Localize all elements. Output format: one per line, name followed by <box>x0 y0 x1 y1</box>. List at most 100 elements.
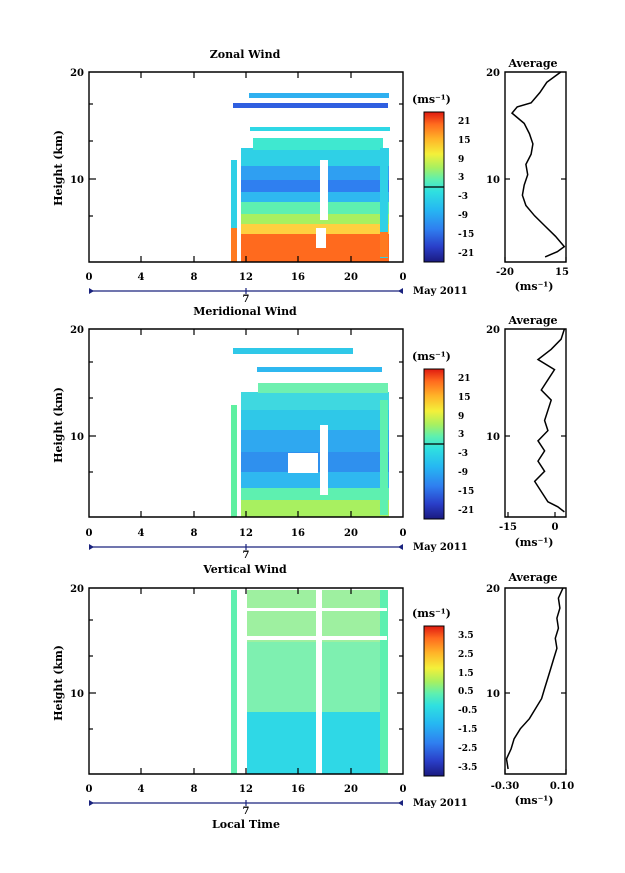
heatmap-meridional <box>231 348 392 517</box>
cbar-tick: -9 <box>458 211 468 221</box>
cbar-tick: -9 <box>458 468 468 478</box>
y-ticks <box>89 103 403 217</box>
x-tick-label: 8 <box>191 784 198 795</box>
x-tick-label: 20 <box>344 784 358 795</box>
cbar-tick: -2.5 <box>458 744 477 754</box>
x-tick-label: 16 <box>291 784 305 795</box>
cbar-tick: 21 <box>458 374 471 384</box>
cbar-tick: 15 <box>458 393 471 403</box>
profile-unit: (ms⁻¹) <box>515 794 554 807</box>
profile-x-tick: 0 <box>552 522 559 533</box>
x-ticks <box>140 72 352 262</box>
profile-y-tick: 20 <box>486 68 500 79</box>
x-tick-label: 16 <box>291 528 305 539</box>
cbar-tick: -1.5 <box>458 725 477 735</box>
profile-x-tick: 0.10 <box>550 781 574 792</box>
x-tick-label: 4 <box>138 784 145 795</box>
colorbar-unit: (ms⁻¹) <box>412 607 451 620</box>
average-profile: Average 10 20 -20 15 (ms⁻¹) <box>486 57 569 293</box>
x-tick-label: 12 <box>239 528 253 539</box>
profile-y-tick: 20 <box>486 325 500 336</box>
x-tick-label: 20 <box>344 528 358 539</box>
x-tick-label: 0 <box>86 784 93 795</box>
cbar-tick: -15 <box>458 487 474 497</box>
x-tick-label: 0 <box>86 528 93 539</box>
profile-y-tick: 10 <box>486 432 500 443</box>
cbar-tick: 3 <box>458 430 464 440</box>
profile-title: Average <box>507 571 557 584</box>
profile-x-tick: -20 <box>496 267 514 278</box>
cbar-tick: 1.5 <box>458 669 474 679</box>
heatmap-vertical <box>231 590 392 774</box>
y-tick-label: 20 <box>70 325 84 336</box>
x-tick-label: 8 <box>191 272 198 283</box>
colorbar: (ms⁻¹) 21 15 9 3 -3 -9 -15 -21 <box>412 350 474 520</box>
x-tick-label: 0 <box>400 272 407 283</box>
profile-title: Average <box>507 314 557 327</box>
y-axis-label: Height (km) <box>52 387 65 463</box>
day-label: 7 <box>243 294 250 305</box>
x-ticks <box>140 588 352 774</box>
profile-y-tick: 10 <box>486 689 500 700</box>
cbar-tick: -15 <box>458 230 474 240</box>
panel-zonal: Zonal Wind <box>52 48 569 305</box>
date-label: May 2011 <box>413 542 468 553</box>
profile-line <box>505 587 564 770</box>
chart-title: Meridional Wind <box>193 305 297 318</box>
cbar-tick: 3 <box>458 173 464 183</box>
x-tick-label: 20 <box>344 272 358 283</box>
average-profile: Average 10 20 -0.30 0.10 (ms⁻¹) <box>486 571 574 807</box>
profile-x-tick: -15 <box>499 522 517 533</box>
y-axis-label: Height (km) <box>52 645 65 721</box>
cbar-tick: 21 <box>458 117 471 127</box>
day-label: 7 <box>243 806 250 817</box>
x-tick-label: 16 <box>291 272 305 283</box>
profile-x-tick: -0.30 <box>491 781 520 792</box>
profile-y-tick: 20 <box>486 584 500 595</box>
profile-x-tick: 15 <box>555 267 569 278</box>
cbar-tick: 9 <box>458 412 464 422</box>
y-ticks <box>89 361 403 473</box>
y-ticks <box>89 619 403 730</box>
x-tick-label: 12 <box>239 784 253 795</box>
colorbar: (ms⁻¹) 21 15 9 3 -3 -9 -15 -21 <box>412 93 474 263</box>
x-tick-label: 8 <box>191 528 198 539</box>
y-tick-label: 20 <box>70 68 84 79</box>
cbar-tick: -3.5 <box>458 763 477 773</box>
y-tick-label: 10 <box>70 175 84 186</box>
x-axis-label: Local Time <box>212 818 280 831</box>
cbar-tick: -3 <box>458 449 468 459</box>
date-label: May 2011 <box>413 286 468 297</box>
cbar-tick: -0.5 <box>458 706 477 716</box>
colorbar: (ms⁻¹) 3.5 2.5 1.5 0.5 -0.5 -1.5 -2.5 -3… <box>412 607 477 777</box>
chart-title: Vertical Wind <box>202 563 287 576</box>
date-bar: 7 May 2011 <box>89 286 468 305</box>
x-tick-label: 0 <box>86 272 93 283</box>
cbar-tick: -21 <box>458 506 474 516</box>
average-profile: Average 10 20 -15 0 (ms⁻¹) <box>486 314 567 549</box>
date-label: May 2011 <box>413 798 468 809</box>
x-tick-label: 4 <box>138 272 145 283</box>
cbar-tick: -21 <box>458 249 474 259</box>
profile-line <box>533 328 566 513</box>
cbar-tick: 0.5 <box>458 687 474 697</box>
date-bar: 7 May 2011 Local Time <box>89 798 468 831</box>
panel-vertical: Vertical Wind <box>52 563 574 831</box>
profile-unit: (ms⁻¹) <box>515 280 554 293</box>
colorbar-unit: (ms⁻¹) <box>412 350 451 363</box>
profile-title: Average <box>507 57 557 70</box>
date-bar: 7 May 2011 <box>89 542 468 561</box>
cbar-tick: 3.5 <box>458 631 474 641</box>
x-ticks <box>140 329 352 517</box>
heatmap-zonal <box>231 93 392 262</box>
cbar-tick: 2.5 <box>458 650 474 660</box>
profile-y-tick: 10 <box>486 175 500 186</box>
x-tick-label: 0 <box>400 784 407 795</box>
day-label: 7 <box>243 550 250 561</box>
x-tick-label: 0 <box>400 528 407 539</box>
x-tick-label: 4 <box>138 528 145 539</box>
y-tick-label: 10 <box>70 432 84 443</box>
profile-unit: (ms⁻¹) <box>515 536 554 549</box>
cbar-tick: 9 <box>458 155 464 165</box>
x-tick-label: 12 <box>239 272 253 283</box>
